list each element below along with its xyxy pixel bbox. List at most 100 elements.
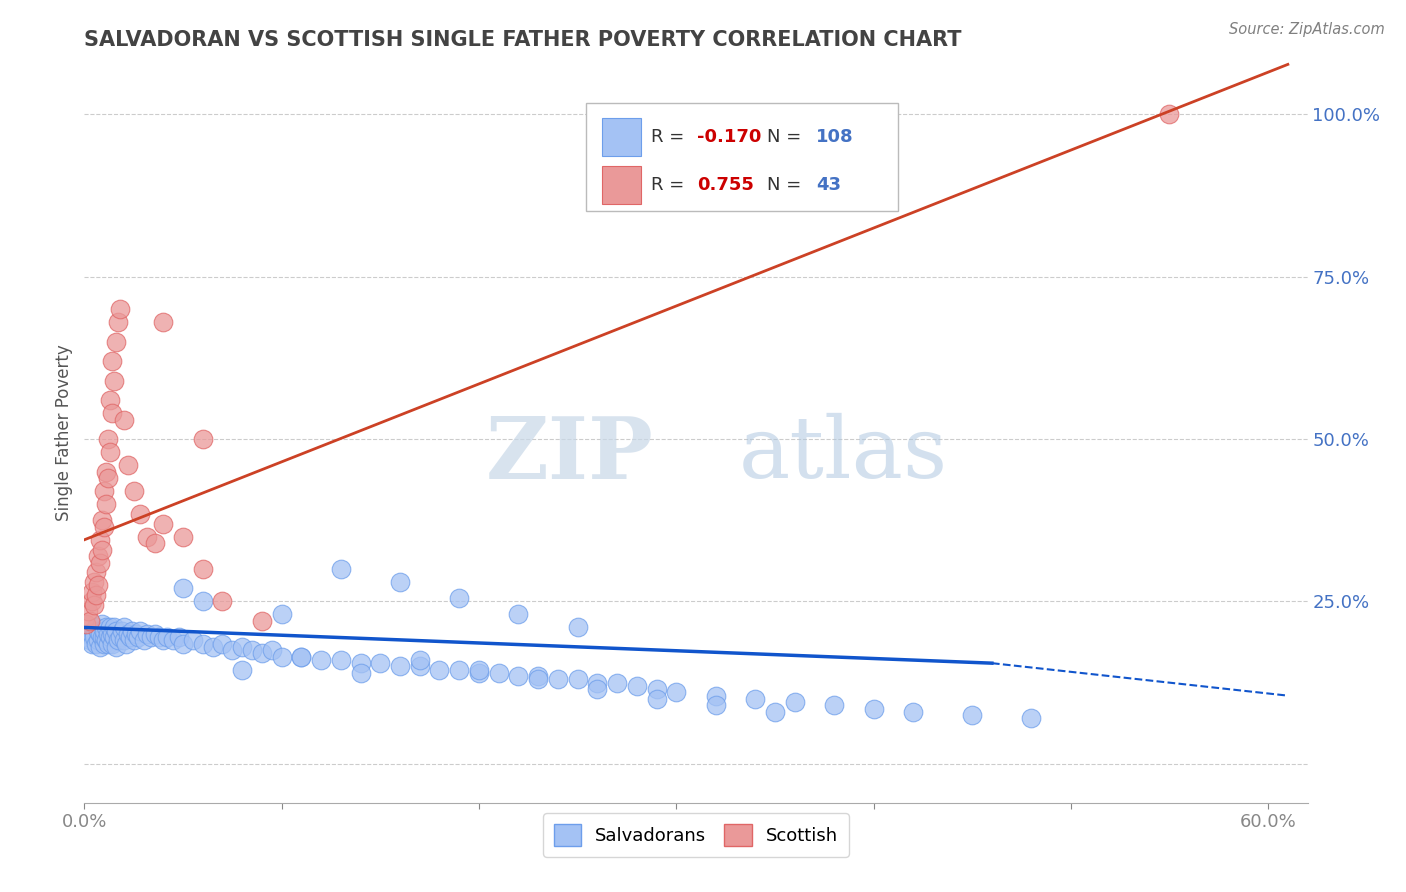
Point [93,624,115,638]
Point [82,594,104,608]
Point [606,675,628,690]
Point [94,620,117,634]
Point [89,556,111,570]
Point [191,562,214,576]
Point [901,705,924,719]
Point [112,412,135,426]
Point [111,624,134,638]
Point [309,653,332,667]
Point [240,643,263,657]
Text: SALVADORAN VS SCOTTISH SINGLE FATHER POVERTY CORRELATION CHART: SALVADORAN VS SCOTTISH SINGLE FATHER POV… [84,29,962,50]
Point [181,633,204,648]
Point [260,643,283,657]
Point [84,588,107,602]
FancyBboxPatch shape [586,103,898,211]
Point [132,633,155,648]
Point [118,630,141,644]
Point [468,665,491,680]
Point [567,620,589,634]
Point [98,620,121,634]
Point [108,630,131,644]
Point [93,484,115,499]
Point [172,637,194,651]
Point [124,627,146,641]
Point [136,627,159,641]
Text: R =: R = [651,176,690,194]
Point [783,695,806,709]
Point [75,630,97,644]
Point [862,701,884,715]
Point [270,649,292,664]
Point [145,627,167,641]
Point [823,698,845,713]
Point [141,630,163,644]
Point [329,653,352,667]
Point [586,675,609,690]
Point [117,627,139,641]
Point [665,685,688,699]
Point [112,620,135,634]
Point [645,692,668,706]
Point [449,591,471,606]
Point [79,633,101,648]
Point [162,633,184,648]
Point [152,315,174,329]
Point [449,663,471,677]
Point [152,633,174,648]
Point [87,624,110,638]
Point [98,445,121,459]
Point [250,647,273,661]
Point [488,665,510,680]
Point [270,607,292,622]
Point [626,679,648,693]
Point [94,465,117,479]
Point [290,649,312,664]
Point [349,656,371,670]
Point [744,692,766,706]
Point [121,624,143,638]
Text: 43: 43 [815,176,841,194]
Point [567,673,589,687]
Point [98,393,121,408]
Point [98,630,121,644]
Point [104,640,127,654]
Point [172,582,194,596]
Point [83,627,105,641]
Point [91,630,114,644]
Point [103,620,125,634]
Point [93,637,115,651]
Point [101,627,124,641]
Point [89,533,111,547]
FancyBboxPatch shape [602,166,641,204]
Point [148,630,170,644]
Point [508,607,530,622]
Point [191,594,214,608]
Point [191,637,214,651]
Point [114,637,136,651]
Point [75,617,97,632]
Point [84,620,107,634]
Point [136,529,159,543]
Point [763,705,786,719]
Point [201,640,224,654]
Point [89,627,111,641]
Point [108,302,131,317]
Point [101,637,124,651]
Point [91,617,114,632]
Point [645,682,668,697]
Point [117,458,139,472]
Point [93,520,115,534]
Point [128,507,150,521]
Point [167,630,190,644]
Point [368,656,391,670]
Point [89,640,111,654]
Point [527,669,550,683]
Point [290,649,312,664]
Point [704,689,727,703]
Point [79,614,101,628]
Point [329,562,352,576]
Point [94,497,117,511]
Point [87,549,110,563]
Point [83,574,105,589]
Point [389,574,412,589]
